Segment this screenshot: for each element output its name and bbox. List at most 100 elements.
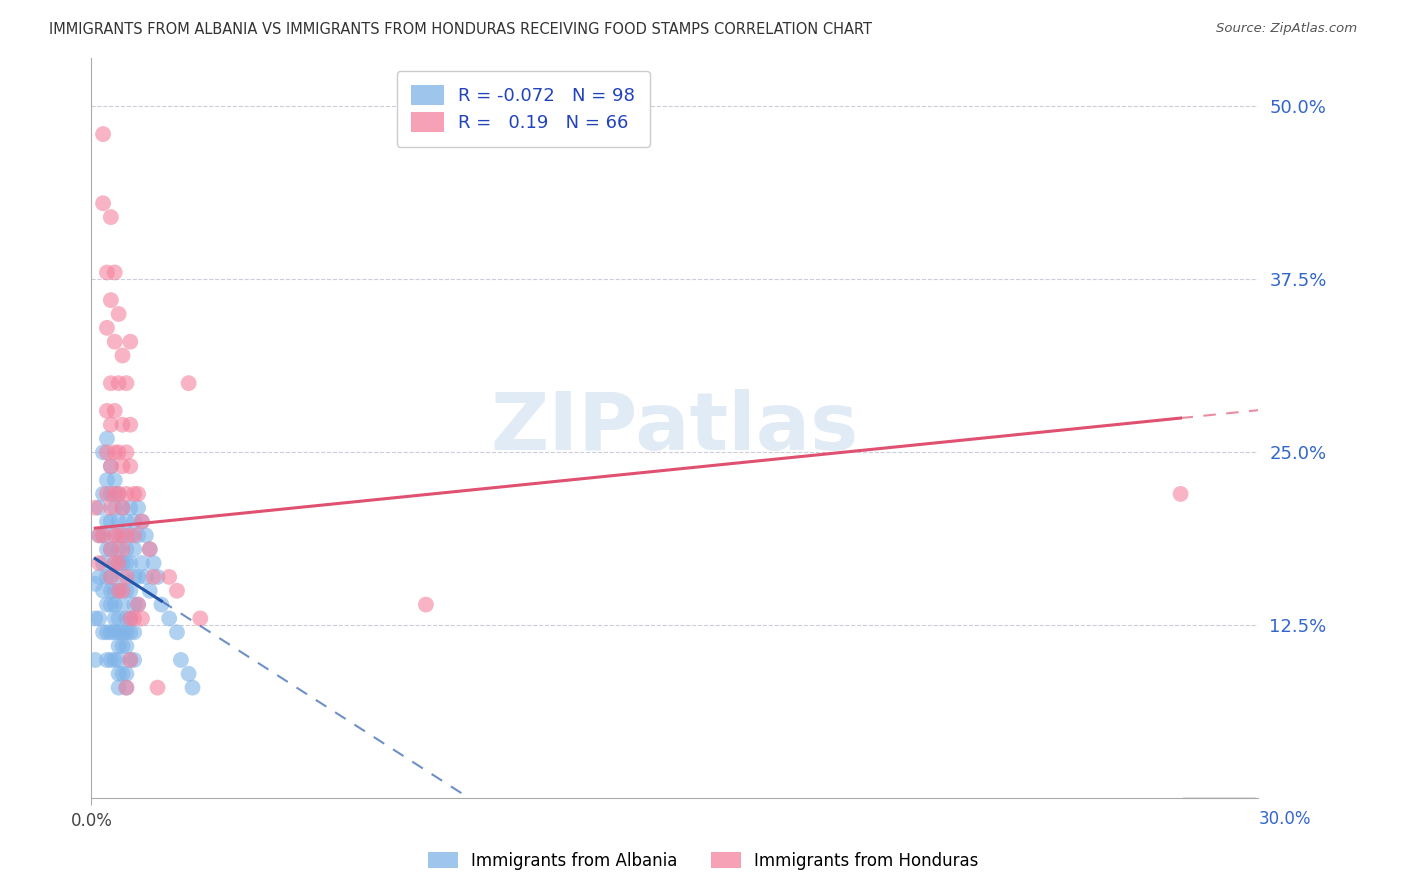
Point: [111, 528, 134, 542]
Point: [104, 598, 127, 612]
Point: [96, 432, 118, 446]
Point: [89, 556, 111, 570]
Point: [104, 625, 127, 640]
Point: [107, 583, 129, 598]
Text: ZIPatlas: ZIPatlas: [491, 389, 859, 467]
Point: [115, 556, 138, 570]
Point: [89, 570, 111, 584]
Point: [111, 349, 134, 363]
Point: [181, 681, 204, 695]
Point: [122, 653, 145, 667]
Point: [91, 196, 114, 211]
Point: [111, 500, 134, 515]
Point: [104, 583, 127, 598]
Point: [96, 542, 118, 557]
Point: [135, 570, 157, 584]
Point: [96, 487, 118, 501]
Point: [115, 570, 138, 584]
Point: [107, 487, 129, 501]
Point: [138, 583, 162, 598]
Point: [138, 542, 162, 557]
Point: [188, 611, 211, 625]
Point: [111, 542, 134, 557]
Point: [100, 542, 122, 557]
Point: [142, 556, 165, 570]
Point: [96, 653, 118, 667]
Point: [115, 583, 138, 598]
Point: [91, 583, 114, 598]
Point: [120, 556, 142, 570]
Point: [127, 487, 149, 501]
Text: IMMIGRANTS FROM ALBANIA VS IMMIGRANTS FROM HONDURAS RECEIVING FOOD STAMPS CORREL: IMMIGRANTS FROM ALBANIA VS IMMIGRANTS FR…: [49, 22, 872, 37]
Point: [146, 681, 169, 695]
Point: [115, 639, 138, 653]
Point: [115, 528, 138, 542]
Point: [111, 639, 134, 653]
Point: [96, 570, 118, 584]
Point: [107, 445, 129, 459]
Point: [122, 598, 145, 612]
Point: [91, 556, 114, 570]
Point: [115, 681, 138, 695]
Point: [111, 500, 134, 515]
Point: [120, 653, 142, 667]
Point: [122, 542, 145, 557]
Point: [150, 598, 173, 612]
Point: [107, 515, 129, 529]
Point: [96, 404, 118, 418]
Point: [104, 528, 127, 542]
Point: [104, 334, 127, 349]
Point: [89, 500, 111, 515]
Point: [127, 570, 149, 584]
Point: [107, 583, 129, 598]
Point: [107, 307, 129, 321]
Point: [157, 611, 180, 625]
Point: [115, 445, 138, 459]
Point: [100, 417, 122, 432]
Point: [415, 598, 437, 612]
Point: [115, 487, 138, 501]
Point: [96, 473, 118, 487]
Point: [135, 528, 157, 542]
Point: [131, 515, 153, 529]
Point: [89, 611, 111, 625]
Point: [104, 265, 127, 279]
Point: [100, 487, 122, 501]
Point: [104, 445, 127, 459]
Point: [107, 376, 129, 391]
Point: [111, 417, 134, 432]
Point: [104, 556, 127, 570]
Text: Source: ZipAtlas.com: Source: ZipAtlas.com: [1216, 22, 1357, 36]
Point: [107, 653, 129, 667]
Point: [146, 570, 169, 584]
Point: [177, 376, 200, 391]
Point: [127, 598, 149, 612]
Point: [120, 500, 142, 515]
Point: [138, 542, 162, 557]
Legend: R = -0.072   N = 98, R =   0.19   N = 66: R = -0.072 N = 98, R = 0.19 N = 66: [396, 70, 650, 146]
Point: [100, 653, 122, 667]
Point: [120, 625, 142, 640]
Point: [104, 473, 127, 487]
Point: [120, 653, 142, 667]
Text: 30.0%: 30.0%: [1258, 810, 1310, 828]
Point: [100, 570, 122, 584]
Point: [111, 625, 134, 640]
Point: [127, 500, 149, 515]
Point: [120, 611, 142, 625]
Point: [115, 681, 138, 695]
Point: [122, 515, 145, 529]
Point: [166, 625, 188, 640]
Point: [115, 666, 138, 681]
Point: [91, 445, 114, 459]
Point: [91, 127, 114, 141]
Point: [100, 376, 122, 391]
Point: [89, 528, 111, 542]
Point: [127, 598, 149, 612]
Point: [115, 611, 138, 625]
Point: [111, 583, 134, 598]
Point: [122, 487, 145, 501]
Point: [120, 528, 142, 542]
Point: [157, 570, 180, 584]
Point: [166, 583, 188, 598]
